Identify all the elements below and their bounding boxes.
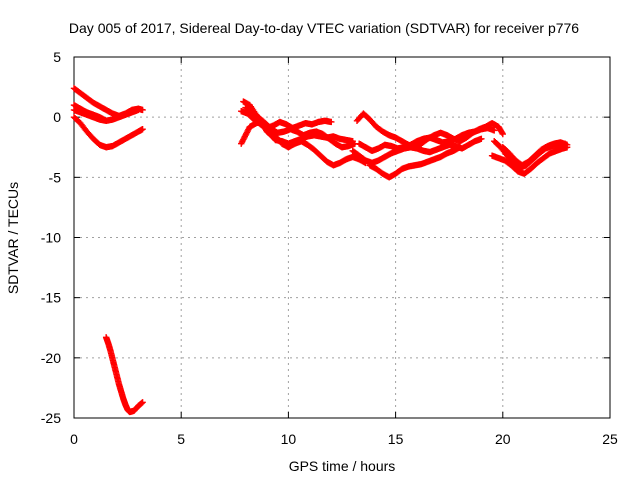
series-track-9: [242, 104, 359, 151]
grid-lines: [74, 57, 610, 418]
data-point: [499, 130, 506, 138]
plot-frame: [73, 56, 611, 419]
data-point: [328, 118, 335, 126]
y-axis-label: SDTVAR / TECUs: [5, 182, 21, 294]
x-axis-label: GPS time / hours: [289, 458, 396, 474]
y-tick-label: 5: [53, 49, 61, 65]
series-track-16: [491, 138, 569, 171]
x-tick-label: 5: [177, 431, 185, 447]
data-point: [139, 126, 146, 133]
data-point: [135, 106, 142, 114]
data-point: [139, 399, 146, 406]
data-point: [561, 140, 569, 147]
chart-title: Day 005 of 2017, Sidereal Day-to-day VTE…: [69, 20, 579, 36]
series-track-11: [349, 135, 485, 167]
x-tick-label: 0: [70, 431, 78, 447]
y-tick-labels: 5 0 -5 -10 -15 -20 -25: [41, 49, 61, 426]
y-tick-label: 0: [53, 109, 61, 125]
axis-ticks: [73, 56, 611, 419]
x-tick-label: 10: [281, 431, 297, 447]
x-tick-labels: 0 5 10 15 20 25: [70, 431, 618, 447]
y-tick-label: -10: [41, 230, 61, 246]
y-tick-label: -15: [41, 290, 61, 306]
x-tick-label: 15: [388, 431, 404, 447]
data-point: [478, 135, 485, 143]
data-point: [102, 117, 110, 124]
y-tick-label: -5: [49, 169, 62, 185]
series-track-13: [366, 144, 464, 181]
series-track-4: [70, 106, 110, 124]
series-track-5: [102, 334, 146, 416]
series-track-3: [70, 113, 146, 151]
x-tick-label: 25: [602, 431, 618, 447]
x-tick-label: 20: [495, 431, 511, 447]
y-tick-label: -20: [41, 350, 61, 366]
data-point: [491, 127, 498, 134]
data-point: [498, 129, 506, 137]
series-track-12: [355, 124, 498, 155]
data-point: [456, 144, 464, 151]
data-points: [70, 85, 571, 416]
y-tick-label: -25: [41, 410, 61, 426]
